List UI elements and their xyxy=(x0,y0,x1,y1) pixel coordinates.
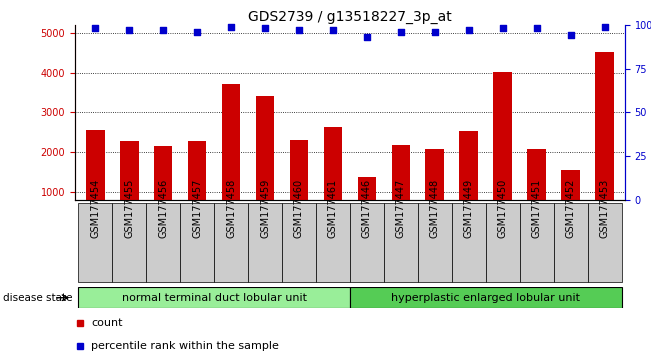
Point xyxy=(124,27,134,33)
Text: GSM177460: GSM177460 xyxy=(294,179,304,238)
Text: GSM177449: GSM177449 xyxy=(464,179,474,238)
Point xyxy=(192,29,202,35)
Title: GDS2739 / g13518227_3p_at: GDS2739 / g13518227_3p_at xyxy=(248,10,452,24)
Bar xyxy=(426,149,444,200)
Text: hyperplastic enlarged lobular unit: hyperplastic enlarged lobular unit xyxy=(391,293,580,303)
Bar xyxy=(324,127,342,200)
Bar xyxy=(316,204,350,281)
Text: GSM177452: GSM177452 xyxy=(566,179,575,238)
Bar xyxy=(187,141,206,200)
Bar xyxy=(357,177,376,200)
Point xyxy=(90,25,100,31)
Bar xyxy=(256,97,274,200)
Point xyxy=(566,33,576,38)
Bar xyxy=(290,140,309,200)
Text: percentile rank within the sample: percentile rank within the sample xyxy=(91,341,279,351)
Point xyxy=(362,34,372,40)
Bar xyxy=(222,84,240,200)
Bar xyxy=(78,204,112,281)
Bar xyxy=(350,204,384,281)
Text: disease state: disease state xyxy=(3,293,73,303)
Bar xyxy=(180,204,214,281)
Point xyxy=(226,24,236,29)
Text: GSM177450: GSM177450 xyxy=(498,179,508,238)
Bar xyxy=(493,72,512,200)
Point xyxy=(497,25,508,31)
Text: GSM177461: GSM177461 xyxy=(328,179,338,238)
Text: GSM177454: GSM177454 xyxy=(90,179,100,238)
Bar xyxy=(391,145,410,200)
Bar xyxy=(120,141,139,200)
Bar xyxy=(588,204,622,281)
Text: GSM177458: GSM177458 xyxy=(226,179,236,238)
Bar xyxy=(519,204,553,281)
Bar xyxy=(527,149,546,200)
Text: GSM177453: GSM177453 xyxy=(600,179,609,238)
Bar xyxy=(214,204,248,281)
Bar xyxy=(486,204,519,281)
Text: GSM177457: GSM177457 xyxy=(192,179,202,238)
Text: GSM177451: GSM177451 xyxy=(532,179,542,238)
Point xyxy=(531,25,542,31)
Bar xyxy=(595,52,614,200)
Bar xyxy=(282,204,316,281)
Bar xyxy=(418,204,452,281)
Text: count: count xyxy=(91,318,123,328)
Text: GSM177447: GSM177447 xyxy=(396,179,406,238)
Point xyxy=(396,29,406,35)
Bar xyxy=(350,287,622,308)
Bar xyxy=(452,204,486,281)
Bar xyxy=(112,204,146,281)
Point xyxy=(464,27,474,33)
Bar xyxy=(553,204,588,281)
Bar xyxy=(248,204,282,281)
Point xyxy=(430,29,440,35)
Bar xyxy=(561,170,580,200)
Text: GSM177459: GSM177459 xyxy=(260,179,270,238)
Point xyxy=(158,27,169,33)
Bar xyxy=(86,130,105,200)
Bar xyxy=(78,287,350,308)
Text: normal terminal duct lobular unit: normal terminal duct lobular unit xyxy=(122,293,307,303)
Point xyxy=(260,25,270,31)
Point xyxy=(327,27,338,33)
Point xyxy=(294,27,304,33)
Text: GSM177446: GSM177446 xyxy=(362,179,372,238)
Text: GSM177455: GSM177455 xyxy=(124,179,134,238)
Bar xyxy=(460,131,478,200)
Text: GSM177448: GSM177448 xyxy=(430,179,440,238)
Point xyxy=(600,24,610,29)
Bar xyxy=(146,204,180,281)
Bar xyxy=(384,204,418,281)
Text: GSM177456: GSM177456 xyxy=(158,179,168,238)
Bar xyxy=(154,146,173,200)
